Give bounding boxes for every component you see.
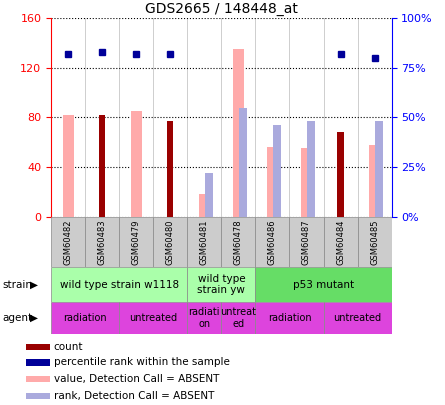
Bar [233, 49, 244, 217]
Bar [267, 147, 278, 217]
Bar [51, 217, 85, 267]
Text: rank, Detection Call = ABSENT: rank, Detection Call = ABSENT [54, 391, 214, 401]
Bar [26, 392, 50, 399]
Text: GSM60484: GSM60484 [336, 219, 345, 265]
Bar [26, 344, 50, 350]
Text: ▶: ▶ [30, 313, 38, 323]
Bar [324, 302, 392, 334]
Text: p53 mutant: p53 mutant [293, 279, 354, 290]
Bar [187, 217, 222, 267]
Text: GSM60486: GSM60486 [268, 219, 277, 265]
Bar [187, 267, 255, 302]
Bar [51, 302, 119, 334]
Text: GSM60478: GSM60478 [234, 219, 243, 265]
Bar [255, 302, 324, 334]
Bar [99, 115, 105, 217]
Bar [255, 217, 290, 267]
Text: radiation: radiation [267, 313, 312, 323]
Bar [239, 108, 247, 217]
Bar [26, 375, 50, 382]
Bar [26, 359, 50, 366]
Text: untreated: untreated [129, 313, 178, 323]
Text: GSM60482: GSM60482 [64, 219, 73, 265]
Text: agent: agent [2, 313, 32, 323]
Bar [199, 194, 210, 217]
Bar [167, 121, 174, 217]
Bar [358, 217, 392, 267]
Bar [187, 302, 222, 334]
Bar [119, 217, 153, 267]
Bar [119, 302, 187, 334]
Bar [51, 267, 187, 302]
Bar [273, 126, 281, 217]
Text: GSM60481: GSM60481 [200, 219, 209, 265]
Text: percentile rank within the sample: percentile rank within the sample [54, 358, 230, 367]
Bar [85, 217, 119, 267]
Text: wild type strain w1118: wild type strain w1118 [60, 279, 179, 290]
Bar [301, 149, 312, 217]
Bar [324, 217, 358, 267]
Text: GSM60485: GSM60485 [370, 219, 379, 265]
Text: strain: strain [2, 279, 32, 290]
Text: untreat
ed: untreat ed [220, 307, 256, 329]
Bar [307, 122, 315, 217]
Title: GDS2665 / 148448_at: GDS2665 / 148448_at [145, 2, 298, 16]
Text: value, Detection Call = ABSENT: value, Detection Call = ABSENT [54, 374, 219, 384]
Text: wild type
strain yw: wild type strain yw [198, 274, 245, 295]
Bar [255, 267, 392, 302]
Bar [290, 217, 324, 267]
Text: radiation: radiation [63, 313, 107, 323]
Bar [205, 173, 213, 217]
Bar [63, 115, 73, 217]
Bar [222, 302, 255, 334]
Bar [153, 217, 187, 267]
Text: GSM60479: GSM60479 [132, 219, 141, 265]
Text: ▶: ▶ [30, 279, 38, 290]
Bar [337, 132, 344, 217]
Text: GSM60487: GSM60487 [302, 219, 311, 265]
Bar [222, 217, 255, 267]
Text: count: count [54, 342, 83, 352]
Bar [375, 122, 383, 217]
Text: radiati
on: radiati on [189, 307, 220, 329]
Text: GSM60483: GSM60483 [98, 219, 107, 265]
Bar [131, 111, 142, 217]
Bar [369, 145, 380, 217]
Text: GSM60480: GSM60480 [166, 219, 175, 265]
Text: untreated: untreated [333, 313, 382, 323]
